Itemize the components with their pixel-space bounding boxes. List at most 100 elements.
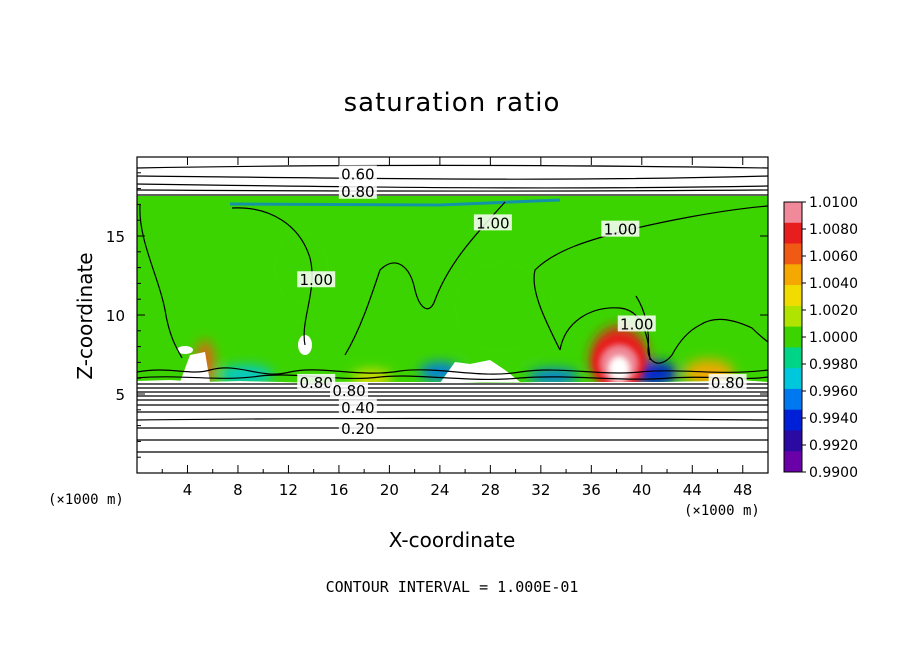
x-tick-label: 28 [481, 481, 500, 499]
contour-label-1: 0.80 [338, 182, 377, 201]
contour-unity-5 [699, 318, 768, 343]
contour-unity-0 [231, 207, 313, 346]
colorbar-label: 1.0060 [809, 249, 858, 265]
contour-label-bg [297, 373, 336, 390]
colorbar-swatch-11 [784, 430, 802, 452]
colorbar-label: 0.9980 [809, 357, 858, 373]
contour-label-text: 0.80 [300, 374, 333, 392]
contour-unity-6 [559, 307, 651, 361]
contour-label-7: 0.80 [330, 381, 369, 400]
x-unit-left: (×1000 m) [48, 492, 124, 508]
x-tick-label: 8 [233, 481, 243, 499]
contour-unity-1 [139, 204, 183, 359]
contour-line-2 [137, 183, 768, 189]
dry-patch-3 [177, 346, 193, 354]
anomaly-8 [443, 251, 558, 363]
contour-label-3: 1.00 [601, 220, 640, 239]
contour-label-8: 0.80 [708, 373, 747, 392]
x-unit-right: (×1000 m) [684, 503, 760, 519]
dry-patches [177, 335, 520, 383]
x-tick-label: 12 [279, 481, 298, 499]
warm-core [593, 336, 646, 383]
colorbar-label: 0.9940 [809, 411, 858, 427]
contour-wavy-0 [137, 367, 768, 375]
colorbar-swatch-12 [784, 451, 802, 473]
contour-label-bg [330, 381, 369, 398]
colorbar-swatch-5 [784, 305, 802, 328]
y-tick-label: 5 [115, 386, 125, 404]
contour-label-text: 0.80 [341, 183, 374, 201]
contour-label-bg [601, 220, 640, 237]
x-tick-label: 44 [683, 481, 702, 499]
x-tick-label: 36 [582, 481, 601, 499]
contour-label-text: 0.40 [341, 399, 374, 417]
contour-line-1 [137, 175, 768, 180]
contour-label-bg [297, 271, 336, 288]
anomaly-6 [217, 365, 274, 383]
contour-wavy-1 [137, 374, 768, 380]
colorbar-swatch-0 [784, 202, 802, 224]
colorbar-swatch-4 [784, 285, 802, 307]
chart-title: saturation ratio [343, 88, 561, 118]
contour-label-6: 0.80 [297, 373, 336, 392]
contour-line-12 [137, 417, 768, 421]
moist-layer [137, 196, 768, 383]
contour-label-text: 1.00 [620, 315, 653, 333]
colorbar-swatch-6 [784, 326, 802, 348]
contour-label-4: 1.00 [297, 271, 336, 289]
x-tick-label: 24 [430, 481, 449, 499]
contour-label-bg [473, 214, 512, 231]
colorbar-label: 1.0020 [809, 303, 858, 319]
dry-patch-1 [180, 352, 210, 382]
contour-label-0: 0.60 [338, 165, 377, 183]
top-rim [229, 198, 561, 207]
colorbar-label: 1.0040 [809, 276, 858, 292]
contour-label-5: 1.00 [617, 315, 656, 333]
x-tick-label: 4 [183, 481, 193, 499]
contour-label-9: 0.40 [338, 399, 377, 417]
colorbar-swatch-2 [784, 243, 802, 265]
colorbar-swatch-9 [784, 388, 802, 411]
contour-label-10: 0.20 [338, 419, 377, 438]
contour-unity-2 [344, 201, 506, 356]
x-tick-label: 40 [632, 481, 651, 499]
colorbar-swatch-3 [784, 264, 802, 286]
core-ring-3 [609, 356, 630, 381]
colorbar-swatch-10 [784, 409, 802, 431]
colorbar-swatch-7 [784, 347, 802, 369]
contour-label-2: 1.00 [473, 214, 512, 232]
x-tick-label: 32 [531, 481, 550, 499]
y-axis-label: Z-coordinate [73, 252, 97, 380]
contour-interval-note: CONTOUR INTERVAL = 1.000E-01 [325, 578, 579, 596]
contour-label-bg [338, 165, 377, 182]
colorbar-label: 1.0080 [809, 222, 858, 238]
contour-label-text: 1.00 [300, 271, 333, 289]
contour-label-bg [338, 399, 377, 416]
x-tick-label: 16 [329, 481, 348, 499]
contour-line-3 [137, 189, 768, 192]
colorbar-swatch-8 [784, 368, 802, 390]
anomaly-9 [263, 220, 339, 315]
contour-label-bg [338, 182, 377, 199]
contour-label-text: 0.20 [341, 420, 374, 438]
y-tick-label: 15 [106, 228, 125, 246]
colorbar-label: 0.9900 [809, 465, 858, 481]
x-tick-label: 20 [380, 481, 399, 499]
x-axis-label: X-coordinate [388, 528, 516, 552]
y-tick-label: 10 [106, 307, 125, 325]
contour-label-bg [617, 315, 656, 332]
contour-unity-3 [533, 205, 768, 351]
colorbar-label: 1.0100 [809, 195, 858, 211]
contour-label-text: 0.60 [341, 165, 374, 183]
x-tick-label: 48 [733, 481, 752, 499]
dry-patch-0 [440, 360, 520, 383]
contour-label-bg [708, 373, 747, 390]
colorbar-label: 0.9920 [809, 438, 858, 454]
colorbar-swatch-1 [784, 222, 802, 245]
contour-label-text: 0.80 [711, 374, 744, 392]
contour-label-bg [338, 419, 377, 436]
contour-label-text: 1.00 [476, 214, 509, 232]
colorbar-label: 0.9960 [809, 384, 858, 400]
contour-label-text: 1.00 [604, 221, 637, 239]
